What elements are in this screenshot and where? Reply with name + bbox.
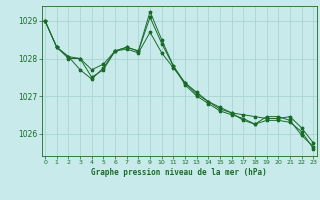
X-axis label: Graphe pression niveau de la mer (hPa): Graphe pression niveau de la mer (hPa) — [91, 168, 267, 177]
